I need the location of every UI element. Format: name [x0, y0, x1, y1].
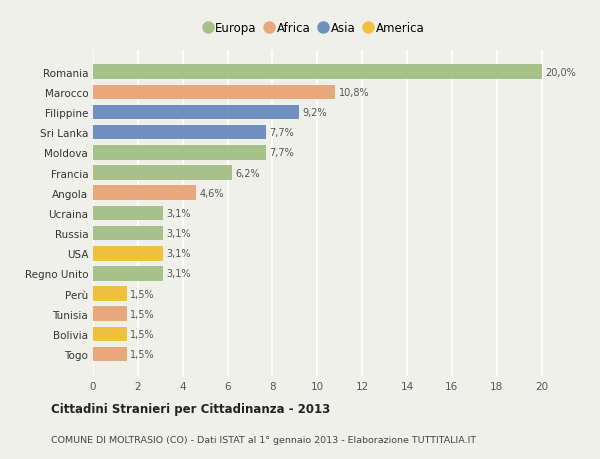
Text: 3,1%: 3,1%	[166, 208, 190, 218]
Text: 4,6%: 4,6%	[200, 188, 224, 198]
Bar	[93, 246, 163, 261]
Bar	[93, 347, 127, 362]
Bar	[93, 146, 266, 160]
Bar	[93, 307, 127, 321]
Bar	[93, 327, 127, 341]
Text: 3,1%: 3,1%	[166, 229, 190, 239]
Legend: Europa, Africa, Asia, America: Europa, Africa, Asia, America	[201, 19, 428, 39]
Bar	[93, 287, 127, 301]
Text: Cittadini Stranieri per Cittadinanza - 2013: Cittadini Stranieri per Cittadinanza - 2…	[51, 403, 330, 415]
Bar	[93, 186, 196, 201]
Text: 1,5%: 1,5%	[130, 289, 155, 299]
Text: 3,1%: 3,1%	[166, 249, 190, 259]
Bar	[93, 166, 232, 180]
Bar	[93, 206, 163, 221]
Text: 1,5%: 1,5%	[130, 349, 155, 359]
Bar	[93, 267, 163, 281]
Text: 10,8%: 10,8%	[338, 88, 369, 98]
Bar	[93, 226, 163, 241]
Bar	[93, 65, 542, 80]
Text: 3,1%: 3,1%	[166, 269, 190, 279]
Text: 7,7%: 7,7%	[269, 148, 294, 158]
Text: 7,7%: 7,7%	[269, 128, 294, 138]
Text: 9,2%: 9,2%	[303, 108, 328, 118]
Text: 1,5%: 1,5%	[130, 309, 155, 319]
Bar	[93, 126, 266, 140]
Text: 6,2%: 6,2%	[235, 168, 260, 178]
Bar	[93, 106, 299, 120]
Text: 1,5%: 1,5%	[130, 329, 155, 339]
Text: 20,0%: 20,0%	[545, 67, 575, 78]
Bar	[93, 85, 335, 100]
Text: COMUNE DI MOLTRASIO (CO) - Dati ISTAT al 1° gennaio 2013 - Elaborazione TUTTITAL: COMUNE DI MOLTRASIO (CO) - Dati ISTAT al…	[51, 435, 476, 444]
